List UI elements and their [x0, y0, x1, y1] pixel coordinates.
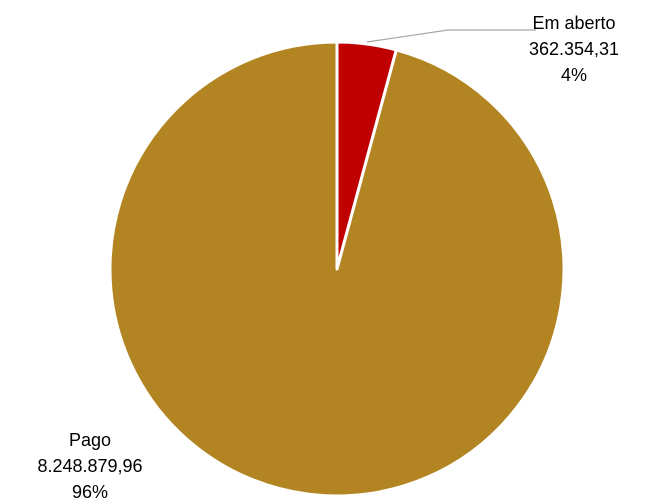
pie-slices	[108, 40, 566, 498]
pie-slice-pago	[108, 40, 566, 498]
data-label-pago-name: Pago	[69, 430, 111, 450]
data-label-em-aberto: Em aberto 362.354,31 4%	[529, 13, 619, 85]
data-label-pago-percent: 96%	[72, 482, 108, 502]
data-label-pago-value: 8.248.879,96	[37, 456, 142, 476]
data-label-em-aberto-value: 362.354,31	[529, 39, 619, 59]
data-label-em-aberto-percent: 4%	[561, 65, 587, 85]
data-label-em-aberto-name: Em aberto	[532, 13, 615, 33]
leader-line-em-aberto	[366, 29, 536, 43]
data-label-pago: Pago 8.248.879,96 96%	[37, 430, 142, 502]
